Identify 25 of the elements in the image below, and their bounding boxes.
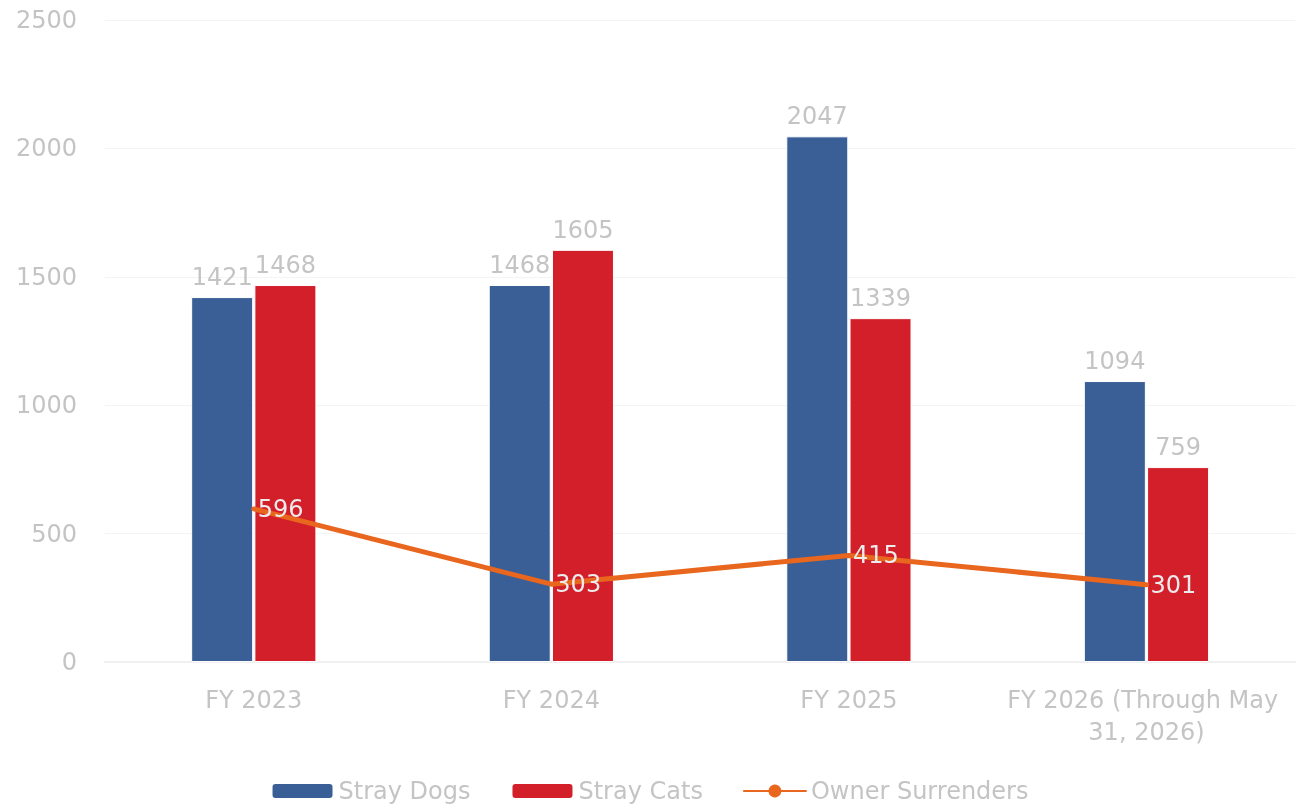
data-label: 2047 — [786, 102, 848, 131]
data-label: 1468 — [254, 251, 316, 280]
data-label: 596 — [257, 494, 304, 523]
data-label: 1605 — [552, 215, 614, 244]
x-tick-label: FY 2024 — [502, 686, 600, 714]
y-tick-label: 500 — [31, 519, 77, 548]
legend-label: Stray Dogs — [338, 777, 471, 805]
y-tick-label: 2500 — [15, 6, 77, 34]
data-label: 759 — [1155, 433, 1201, 462]
x-tick-label: FY 2025 — [800, 686, 898, 714]
y-tick-label: 2000 — [15, 134, 77, 163]
data-label: 1339 — [849, 284, 912, 313]
data-label: 1468 — [489, 251, 551, 280]
data-label: 415 — [852, 541, 899, 570]
x-tick-label: FY 2023 — [205, 686, 303, 714]
y-tick-label: 1000 — [15, 391, 77, 420]
legend-label: Owner Surrenders — [810, 777, 1029, 805]
data-label: 303 — [555, 570, 602, 599]
data-label: 1421 — [191, 263, 253, 292]
legend-label: Stray Cats — [578, 777, 703, 805]
data-label: 1094 — [1084, 347, 1146, 376]
x-tick-label: FY 2026 (Through May 31, 2026) — [1007, 686, 1286, 746]
y-tick-label: 0 — [61, 648, 77, 676]
data-label: 301 — [1150, 570, 1197, 599]
y-tick-label: 1500 — [15, 262, 77, 291]
